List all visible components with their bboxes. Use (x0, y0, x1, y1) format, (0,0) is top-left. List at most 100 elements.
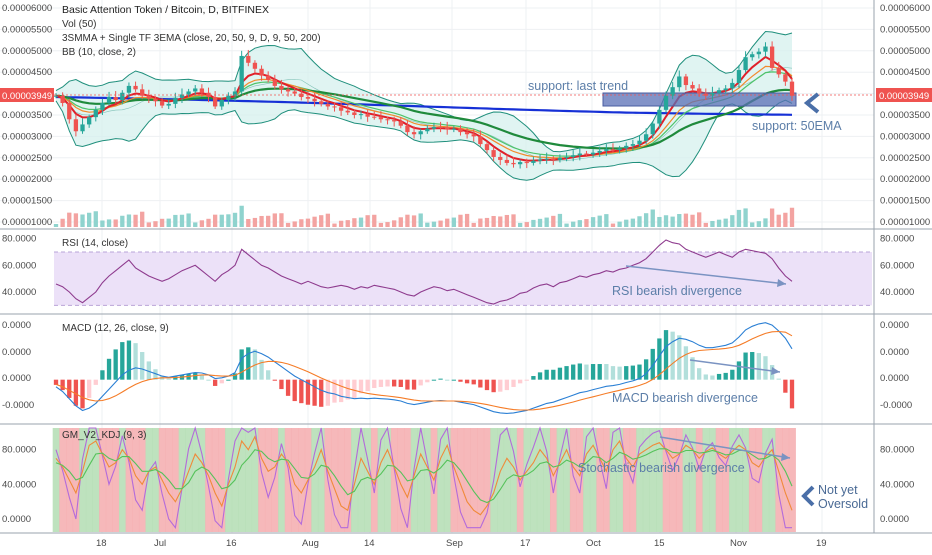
candle-body (683, 76, 689, 86)
kdj-zone (205, 428, 213, 532)
candle-body (398, 121, 403, 126)
candle-body (193, 88, 198, 92)
kdj-zone (543, 428, 551, 532)
volume-bar (697, 212, 702, 227)
left-price-tick-label: 0.00003000 (2, 131, 52, 142)
candle-body (544, 158, 549, 160)
macd-line (55, 322, 793, 414)
macd-histogram-bar (232, 373, 238, 380)
kdj-zone (118, 428, 127, 532)
candle-body (418, 131, 423, 135)
kdj-zone (656, 428, 664, 532)
time-axis[interactable]: 18 Jul 16 Aug 14 Sep 17 Oct 15 Nov 19 (96, 538, 827, 549)
kdj-zone (477, 428, 485, 532)
candle-body (206, 92, 211, 98)
kdj-legend[interactable]: GM_V2_KDJ (9, 3) (62, 430, 146, 441)
macd-histogram-bar (657, 338, 662, 380)
volume-bar (610, 223, 616, 227)
macd-histogram-bar (113, 349, 118, 380)
volume-bar (193, 222, 198, 227)
macd-histogram-bar (471, 379, 476, 385)
macd-histogram-bar (504, 379, 510, 391)
candle-body (199, 88, 205, 93)
kdj-zone (702, 428, 710, 532)
volume-bar (299, 219, 304, 227)
volume-bar (86, 212, 92, 227)
kdj-zone (589, 428, 597, 532)
volume-bar (464, 213, 470, 227)
macd-histogram-bar (312, 379, 317, 406)
macd-histogram-bar (140, 352, 145, 380)
kdj-zone (337, 428, 346, 532)
candle-body (86, 117, 92, 125)
macd-legend[interactable]: MACD (12, 26, close, 9) (62, 323, 169, 334)
candle-body (285, 89, 291, 92)
macd-histogram-bar (630, 365, 636, 380)
kdj-zone (85, 428, 94, 532)
bb-legend[interactable]: BB (10, close, 2) (62, 47, 136, 58)
macd-histogram-bar (571, 364, 576, 380)
kdj-zone (364, 428, 372, 532)
volume-bar (372, 214, 377, 227)
volume-legend[interactable]: Vol (50) (62, 19, 96, 30)
macd-histogram-bar (239, 349, 244, 380)
macd-histogram-bar (100, 370, 105, 380)
candle-body (93, 109, 98, 118)
macd-histogram-bar (537, 372, 543, 380)
volume-bar (246, 218, 251, 227)
candle-body (239, 55, 244, 92)
chart-title[interactable]: Basic Attention Token / Bitcoin, D, BITF… (62, 4, 269, 16)
kdj-zone (238, 428, 246, 532)
volume-bar (650, 209, 655, 227)
candle-body (153, 98, 158, 102)
kdj-left-tick-label: 40.0000 (2, 479, 36, 490)
kdj-zone (788, 428, 796, 532)
kdj-zone (709, 428, 717, 532)
volume-bar (756, 221, 762, 227)
macd-divergence-line[interactable] (689, 359, 781, 373)
kdj-zone (311, 428, 319, 532)
macd-histogram-bar (199, 375, 205, 380)
macd-histogram-bar (146, 361, 151, 380)
rsi-divergence-line[interactable] (625, 265, 787, 285)
macd-histogram-bar (193, 372, 198, 380)
ma-legend[interactable]: 3SMMA + Single TF 3EMA (close, 20, 50, 9… (62, 33, 321, 44)
candle-body (60, 95, 65, 104)
rsi-left-tick-label: 40.0000 (2, 287, 36, 298)
macd-histogram-bar (212, 379, 218, 386)
kdj-zone (99, 428, 107, 532)
rsi-tick-label: 40.0000 (880, 287, 914, 298)
candle-body (445, 127, 450, 130)
volume-bar (411, 215, 417, 227)
kdj-zone (112, 428, 120, 532)
macd-indicator (53, 322, 795, 414)
volume-bar (206, 218, 211, 227)
volume-bar (703, 222, 708, 227)
kdj-zone (748, 428, 757, 532)
macd-histogram-bar (385, 379, 390, 387)
kdj-zone (675, 428, 684, 532)
kdj-zone (410, 428, 418, 532)
volume-bar (305, 218, 311, 227)
volume-bar (312, 216, 317, 227)
kdj-zone (191, 428, 200, 532)
rsi-legend[interactable]: RSI (14, close) (62, 238, 128, 249)
kdj-zone (384, 428, 392, 532)
volume-bar (630, 218, 636, 227)
time-tick-label: 19 (816, 538, 827, 549)
kdj-zone (768, 428, 777, 532)
candle-body (425, 128, 430, 132)
kdj-zone (79, 428, 87, 532)
macd-histogram-bar (577, 363, 582, 380)
candle-body (769, 46, 775, 68)
candle-body (219, 100, 224, 107)
price-tick-label: 0.00005500 (880, 24, 930, 35)
candle-body (736, 70, 742, 83)
candle-body (372, 116, 377, 118)
time-tick-label: 15 (654, 538, 665, 549)
candle-body (763, 46, 768, 52)
kdj-j-line (55, 426, 792, 530)
stochastic-divergence-line[interactable] (659, 436, 791, 459)
volume-bar (577, 220, 582, 227)
